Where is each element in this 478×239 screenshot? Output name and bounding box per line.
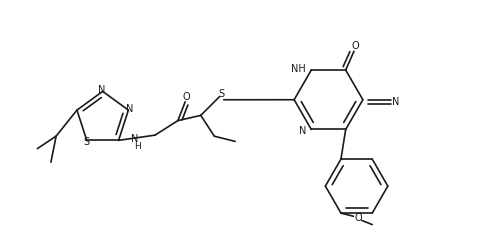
Text: O: O [355,213,362,223]
Text: N: N [392,97,400,107]
Text: S: S [218,88,225,98]
Text: N: N [131,134,139,144]
Text: N: N [299,125,306,136]
Text: O: O [351,41,359,51]
Text: H: H [134,141,141,151]
Text: N: N [126,104,133,114]
Text: N: N [98,85,105,95]
Text: S: S [84,137,90,147]
Text: O: O [183,92,190,102]
Text: NH: NH [292,64,306,74]
